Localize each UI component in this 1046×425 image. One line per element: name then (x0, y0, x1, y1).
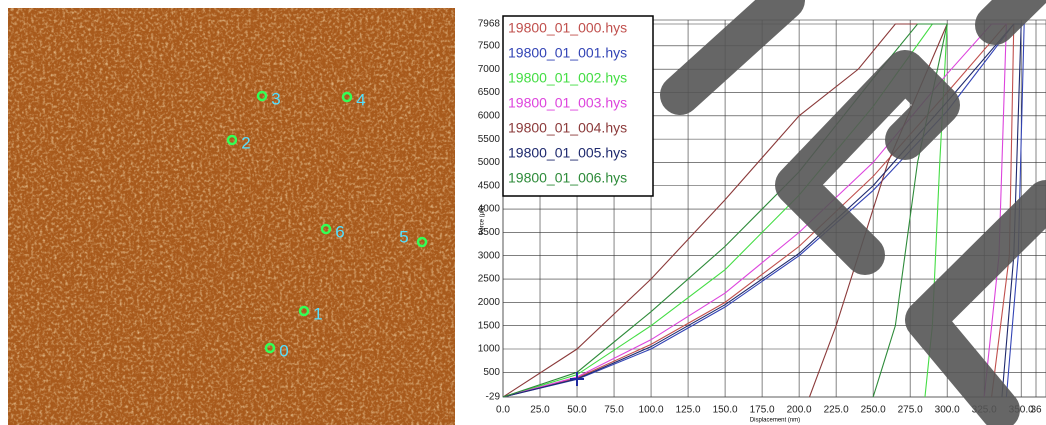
y-tick-label: 6500 (478, 87, 501, 98)
marker-label: 0 (279, 341, 288, 360)
x-tick-label: 75.0 (604, 405, 624, 416)
y-tick-label: 3000 (478, 250, 501, 261)
legend-box (502, 15, 654, 197)
y-tick-label: -29 (486, 392, 501, 403)
x-tick-label: 175.0 (750, 405, 775, 416)
marker (226, 134, 238, 146)
series-line (503, 23, 1007, 398)
x-tick-label: 125.0 (676, 405, 701, 416)
x-tick-label: 350.0 (1009, 405, 1034, 416)
x-tick-label: 300.0 (935, 405, 960, 416)
y-tick-label: 500 (483, 367, 500, 378)
x-tick-label: 250.0 (861, 405, 886, 416)
marker-label: 1 (313, 304, 322, 323)
y-tick-label: 2000 (478, 297, 501, 308)
legend-entry: 19800_01_001.hys (508, 45, 627, 61)
legend-entry: 19800_01_006.hys (508, 170, 627, 186)
legend-entry: 19800_01_004.hys (508, 120, 627, 136)
legend-entry: 19800_01_000.hys (508, 20, 627, 36)
marker-label: 2 (241, 133, 250, 152)
marker-label: 5 (399, 227, 408, 246)
x-tick-label: 200.0 (787, 405, 812, 416)
x-tick-label: 0.0 (496, 405, 510, 416)
series-line (503, 23, 1025, 398)
marker (320, 223, 332, 235)
y-tick-label: 1500 (478, 320, 501, 331)
x-tick-label: 100.0 (639, 405, 664, 416)
afm-texture (8, 8, 455, 425)
y-tick-label: 2500 (478, 274, 501, 285)
marker-label: 6 (335, 222, 344, 241)
y-tick-label: 7500 (478, 40, 501, 51)
x-tick-label: 150.0 (713, 405, 738, 416)
marker (256, 90, 268, 102)
y-tick-label: 7968 (478, 19, 501, 30)
y-tick-label: 7000 (478, 64, 501, 75)
y-tick-label: 4000 (478, 204, 501, 215)
cursor (570, 372, 584, 386)
x-tick-label: 50.0 (567, 405, 587, 416)
y-tick-label: 1000 (478, 344, 501, 355)
x-tick-label: 25.0 (530, 405, 550, 416)
y-tick-label: 6000 (478, 110, 501, 121)
x-tick-label: 275.0 (898, 405, 923, 416)
series-line (503, 23, 1022, 398)
marker (264, 342, 276, 354)
legend-entry: 19800_01_005.hys (508, 145, 627, 161)
marker (341, 91, 353, 103)
y-axis-label: Force (µN) (480, 206, 486, 235)
marker (298, 305, 310, 317)
marker (416, 236, 428, 248)
watermark (660, 0, 1046, 425)
legend: 19800_01_000.hys 19800_01_001.hys 19800_01… (502, 15, 654, 197)
y-tick-label: 5000 (478, 157, 501, 168)
marker-label: 4 (356, 90, 365, 109)
legend-entry: 19800_01_002.hys (508, 70, 627, 86)
x-tick-label: 225.0 (824, 405, 849, 416)
x-axis-label: Displacement (nm) (750, 418, 800, 424)
y-tick-label: 3500 (478, 227, 501, 238)
y-tick-label: 4500 (478, 180, 501, 191)
y-tick-label: 5500 (478, 134, 501, 145)
series-line (503, 23, 1015, 398)
legend-entry: 19800_01_003.hys (508, 95, 627, 111)
x-tick-label: 36 (1030, 405, 1042, 416)
series-line (503, 23, 949, 398)
marker-label: 3 (271, 89, 280, 108)
